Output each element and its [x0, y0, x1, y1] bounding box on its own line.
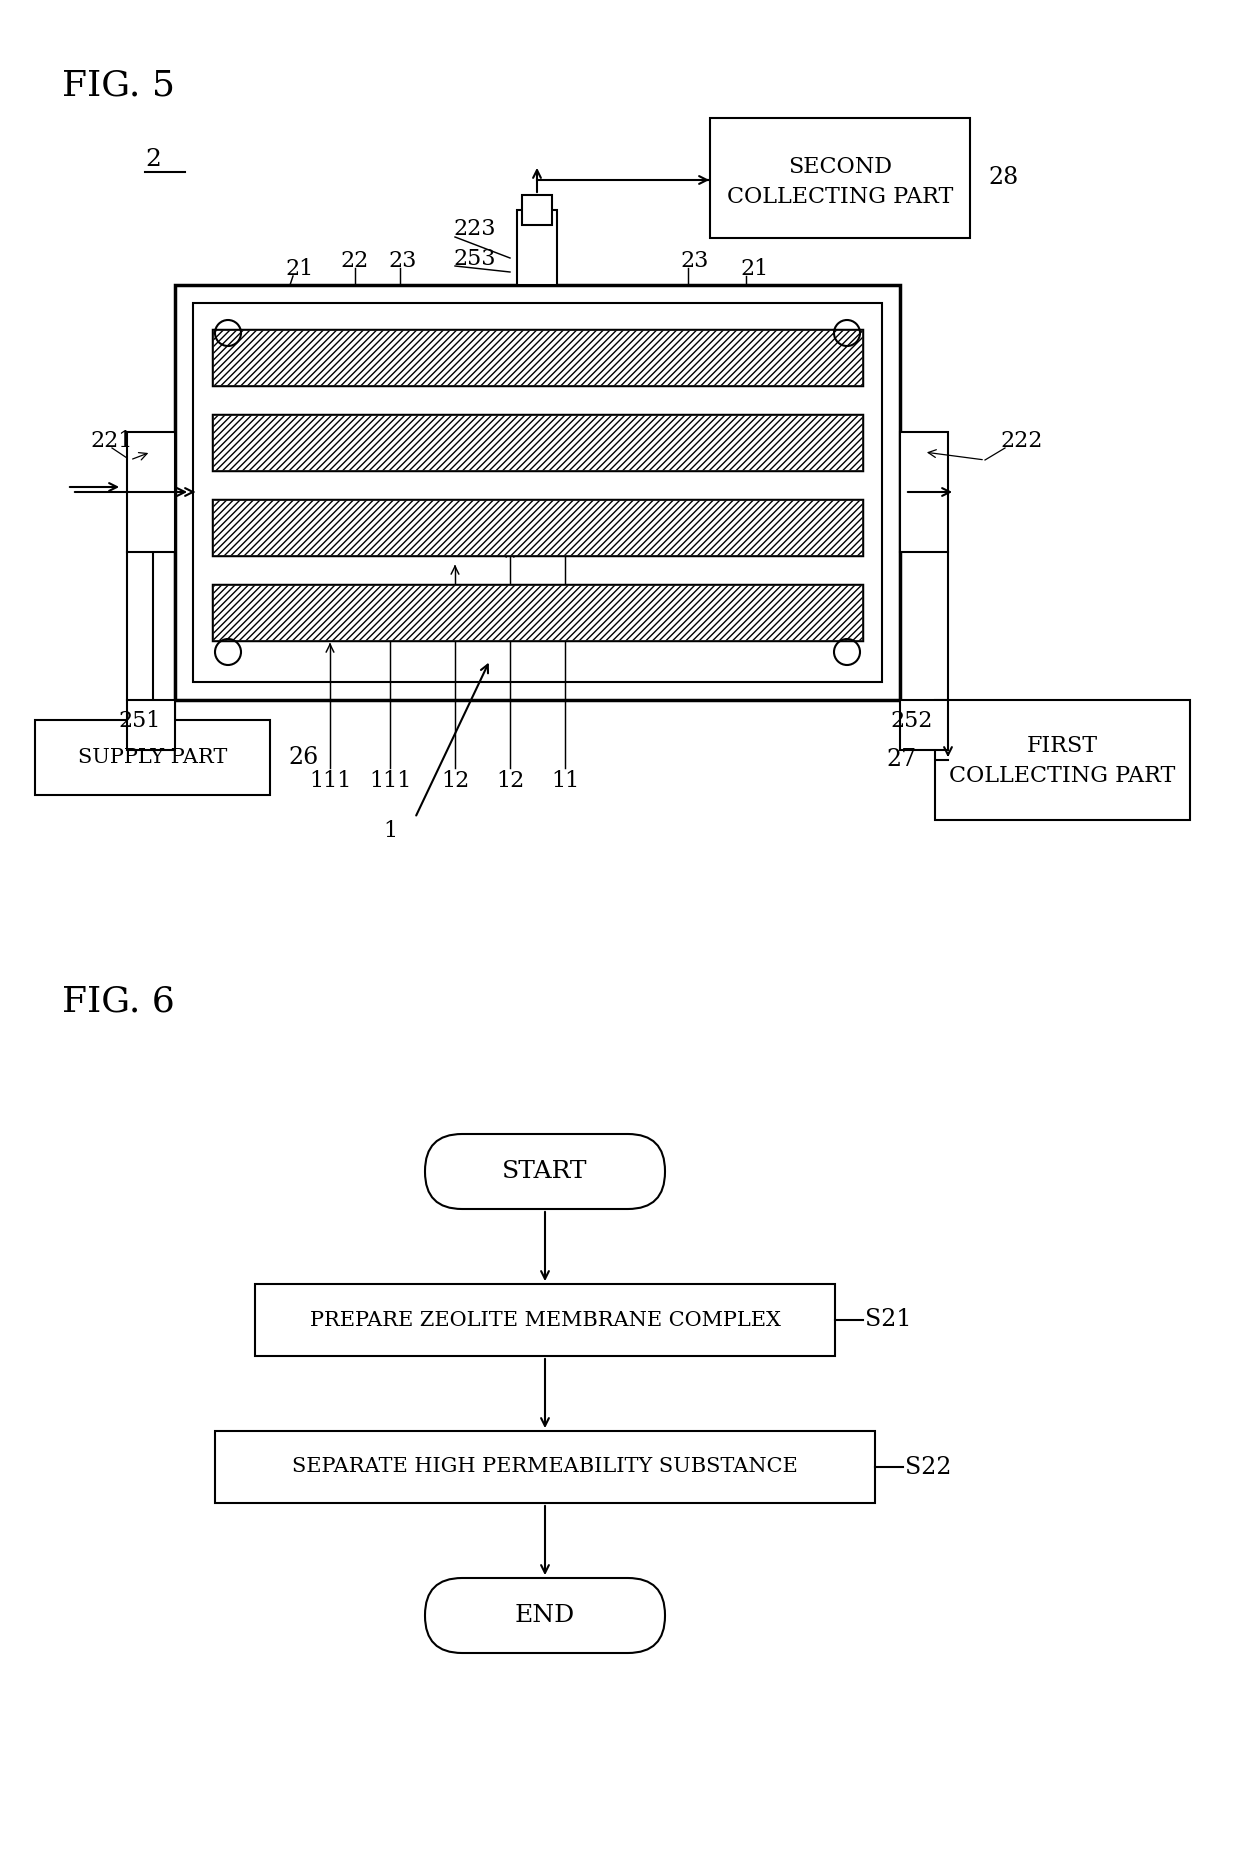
Text: 223: 223	[453, 219, 496, 239]
Bar	[175, 286, 900, 700]
Bar	[711, 118, 970, 237]
Text: 11: 11	[551, 770, 579, 792]
Bar	[213, 331, 862, 385]
Text: 21: 21	[740, 258, 769, 280]
Bar	[213, 501, 862, 555]
Text: 2: 2	[145, 148, 161, 172]
Text: SECOND: SECOND	[787, 157, 892, 177]
Text: START: START	[502, 1160, 588, 1182]
Text: 251: 251	[118, 710, 160, 732]
Text: COLLECTING PART: COLLECTING PART	[727, 187, 954, 207]
Bar	[517, 209, 557, 286]
Bar	[193, 303, 882, 682]
Text: FIG. 5: FIG. 5	[62, 67, 175, 103]
Text: FIRST: FIRST	[1027, 734, 1099, 757]
Bar	[213, 585, 862, 641]
Text: 26: 26	[288, 745, 319, 770]
Text: 221: 221	[91, 430, 133, 452]
Bar	[126, 432, 175, 553]
FancyBboxPatch shape	[425, 1578, 665, 1653]
Text: 12: 12	[441, 770, 469, 792]
Bar	[522, 194, 552, 224]
Text: 1: 1	[383, 820, 397, 842]
Text: 222: 222	[999, 430, 1043, 452]
Text: 12: 12	[496, 770, 525, 792]
Text: S22: S22	[905, 1455, 951, 1478]
Text: 28: 28	[988, 166, 1018, 189]
Text: 111: 111	[309, 770, 351, 792]
Text: FIG. 6: FIG. 6	[62, 984, 175, 1018]
Text: 253: 253	[453, 248, 496, 271]
Bar	[900, 432, 949, 553]
Text: SUPPLY PART: SUPPLY PART	[78, 747, 227, 768]
Text: 111: 111	[368, 770, 412, 792]
Text: END: END	[515, 1605, 575, 1627]
Bar	[255, 1283, 835, 1356]
Bar	[900, 700, 949, 749]
Text: 23: 23	[388, 250, 417, 273]
Text: 252: 252	[890, 710, 932, 732]
Bar	[215, 1431, 875, 1504]
Text: S21: S21	[866, 1308, 911, 1332]
Text: 21: 21	[285, 258, 314, 280]
Bar	[213, 501, 862, 555]
Text: 27: 27	[887, 749, 918, 771]
Text: PREPARE ZEOLITE MEMBRANE COMPLEX: PREPARE ZEOLITE MEMBRANE COMPLEX	[310, 1311, 780, 1330]
Bar	[213, 331, 862, 385]
Bar	[35, 719, 270, 796]
Bar	[213, 415, 862, 471]
Bar	[126, 700, 175, 749]
FancyBboxPatch shape	[425, 1134, 665, 1209]
Bar	[213, 415, 862, 471]
Bar	[935, 700, 1190, 820]
Text: 22: 22	[340, 250, 368, 273]
Bar	[213, 585, 862, 641]
Text: COLLECTING PART: COLLECTING PART	[950, 766, 1176, 786]
Text: 23: 23	[680, 250, 708, 273]
Text: SEPARATE HIGH PERMEABILITY SUBSTANCE: SEPARATE HIGH PERMEABILITY SUBSTANCE	[293, 1457, 797, 1476]
